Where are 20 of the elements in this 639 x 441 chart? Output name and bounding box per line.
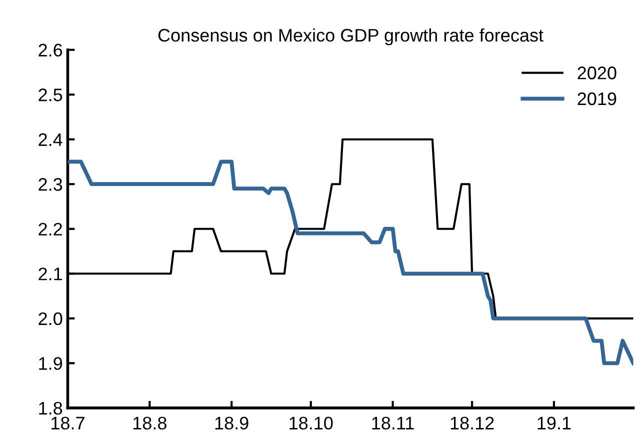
y-tick-label: 2.6	[38, 44, 62, 57]
y-tick-label: 2.4	[38, 133, 62, 146]
y-tick-label: 2.0	[38, 312, 62, 326]
x-tick-label: 18.10	[290, 416, 333, 430]
x-tick-label: 19.1	[538, 416, 571, 430]
x-tick-label: 18.7	[52, 416, 84, 430]
legend-label: 2020	[578, 66, 616, 80]
x-tick-label: 18.12	[450, 416, 494, 430]
y-tick-label: 2.3	[38, 178, 62, 191]
x-tick-label: 18.11	[372, 416, 414, 430]
y-tick-label: 2.5	[38, 88, 62, 102]
x-tick-label: 18.9	[215, 416, 248, 430]
chart-title: Consensus on Mexico GDP growth rate forecast	[158, 28, 544, 46]
legend-label: 2019	[578, 92, 616, 106]
y-tick-label: 1.8	[39, 402, 62, 415]
line-series	[68, 160, 634, 366]
y-tick-label: 1.9	[39, 357, 62, 370]
y-tick-label: 2.1	[38, 268, 62, 280]
x-tick-label: 18.8	[133, 416, 166, 430]
y-tick-label: 2.2	[38, 222, 62, 236]
